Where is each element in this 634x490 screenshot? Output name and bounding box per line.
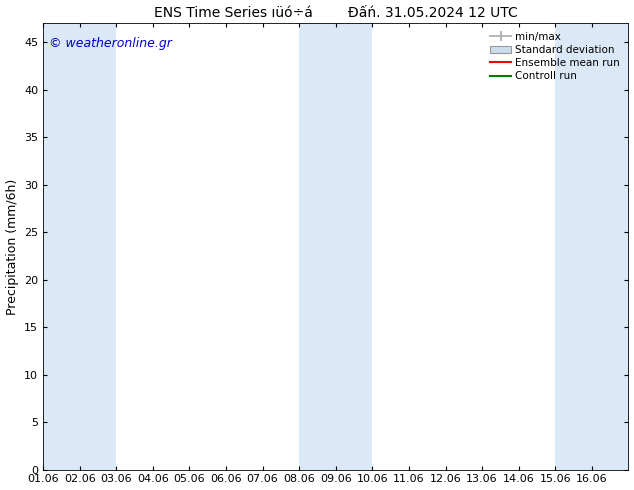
Legend: min/max, Standard deviation, Ensemble mean run, Controll run: min/max, Standard deviation, Ensemble me…: [488, 29, 623, 84]
Bar: [299, 24, 372, 469]
Bar: [555, 24, 628, 469]
Title: ENS Time Series ıüó÷á        Đấń. 31.05.2024 12 UTC: ENS Time Series ıüó÷á Đấń. 31.05.2024 12…: [154, 5, 517, 20]
Y-axis label: Precipitation (mm/6h): Precipitation (mm/6h): [6, 178, 18, 315]
Bar: [43, 24, 116, 469]
Text: © weatheronline.gr: © weatheronline.gr: [49, 37, 172, 50]
